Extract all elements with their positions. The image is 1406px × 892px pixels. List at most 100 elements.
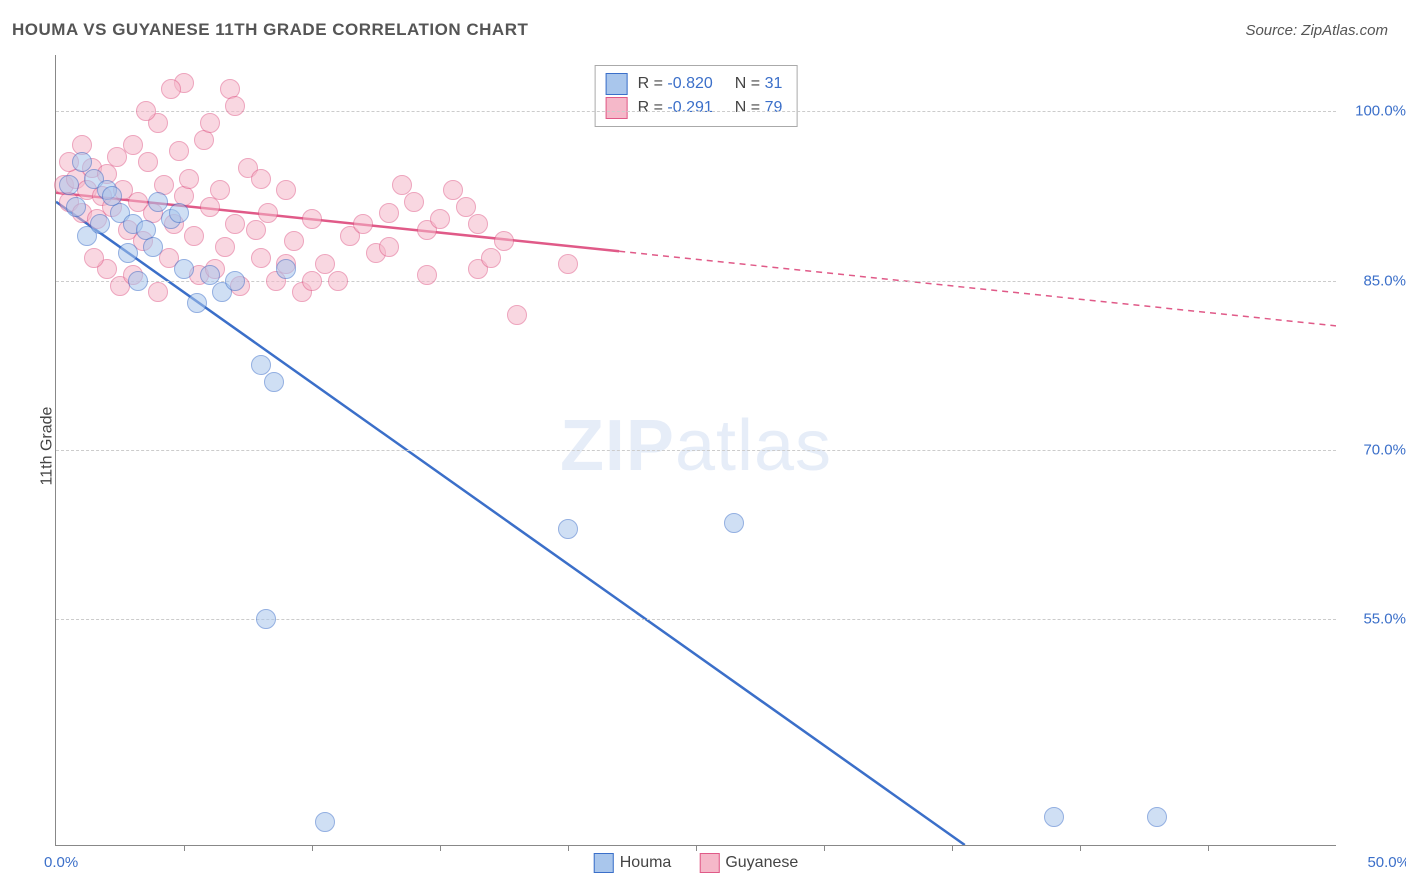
scatter-point-series2 [430,209,450,229]
n-value-1: 31 [765,75,783,92]
scatter-point-series1 [225,271,245,291]
legend-bottom-swatch-1 [594,853,614,873]
scatter-point-series2 [84,248,104,268]
scatter-point-series1 [102,186,122,206]
scatter-point-series2 [161,79,181,99]
scatter-point-series2 [558,254,578,274]
scatter-point-series1 [264,372,284,392]
scatter-point-series2 [276,180,296,200]
legend-bottom-label-2: Guyanese [725,854,798,871]
x-minor-tick [1208,845,1209,851]
legend-swatch-series2 [606,97,628,119]
x-tick-max: 50.0% [1367,854,1406,871]
scatter-point-series2 [194,130,214,150]
x-minor-tick [952,845,953,851]
scatter-point-series1 [1044,807,1064,827]
scatter-point-series2 [210,180,230,200]
watermark-rest: atlas [675,406,832,486]
watermark: ZIPatlas [560,405,832,487]
plot-area: ZIPatlas R = -0.820 N = 31 R = -0.291 N … [55,55,1336,846]
legend-row-1: R = -0.820 N = 31 [606,72,783,96]
legend-swatch-series1 [606,73,628,95]
scatter-point-series2 [258,203,278,223]
hgrid-line [56,450,1336,451]
scatter-point-series2 [379,237,399,257]
legend-bottom-item-2: Guyanese [699,853,798,873]
scatter-point-series2 [481,248,501,268]
scatter-point-series2 [392,175,412,195]
scatter-point-series1 [59,175,79,195]
x-minor-tick [184,845,185,851]
scatter-point-series1 [187,293,207,313]
legend-bottom-swatch-2 [699,853,719,873]
legend-row-2: R = -0.291 N = 79 [606,96,783,120]
r-label-2: R = [638,99,668,116]
scatter-point-series1 [256,609,276,629]
scatter-point-series2 [328,271,348,291]
y-axis-label: 11th Grade [38,407,56,486]
scatter-point-series2 [225,214,245,234]
n-value-2: 79 [765,99,783,116]
scatter-point-series2 [179,169,199,189]
chart-title: HOUMA VS GUYANESE 11TH GRADE CORRELATION… [12,20,528,40]
scatter-point-series2 [315,254,335,274]
r-value-2: -0.291 [667,99,712,116]
scatter-point-series1 [90,214,110,234]
r-label-1: R = [638,75,668,92]
scatter-point-series2 [123,135,143,155]
legend-top: R = -0.820 N = 31 R = -0.291 N = 79 [595,65,798,127]
scatter-point-series1 [118,243,138,263]
scatter-point-series1 [174,259,194,279]
scatter-point-series2 [443,180,463,200]
x-minor-tick [312,845,313,851]
scatter-point-series1 [724,513,744,533]
scatter-point-series1 [200,265,220,285]
scatter-point-series2 [169,141,189,161]
watermark-strong: ZIP [560,406,675,486]
x-minor-tick [1080,845,1081,851]
scatter-point-series2 [507,305,527,325]
scatter-point-series2 [136,101,156,121]
scatter-point-series1 [143,237,163,257]
scatter-point-series2 [225,96,245,116]
n-label-1: N = [735,75,765,92]
n-label-2: N = [735,99,765,116]
scatter-point-series2 [468,214,488,234]
scatter-point-series2 [302,271,322,291]
scatter-point-series2 [417,265,437,285]
scatter-point-series1 [148,192,168,212]
hgrid-line [56,619,1336,620]
scatter-point-series2 [302,209,322,229]
scatter-point-series2 [215,237,235,257]
scatter-point-series2 [456,197,476,217]
x-tick-min: 0.0% [44,854,78,871]
scatter-point-series2 [404,192,424,212]
scatter-point-series1 [66,197,86,217]
scatter-point-series2 [200,113,220,133]
scatter-point-series2 [494,231,514,251]
x-minor-tick [440,845,441,851]
x-minor-tick [696,845,697,851]
scatter-point-series1 [251,355,271,375]
scatter-point-series2 [200,197,220,217]
hgrid-line [56,111,1336,112]
x-minor-tick [568,845,569,851]
legend-bottom-label-1: Houma [620,854,672,871]
y-tick-label: 85.0% [1346,272,1406,289]
scatter-point-series2 [184,226,204,246]
scatter-point-series2 [379,203,399,223]
y-tick-label: 100.0% [1346,103,1406,120]
x-minor-tick [824,845,825,851]
source-text: Source: ZipAtlas.com [1245,22,1388,39]
scatter-point-series1 [128,271,148,291]
scatter-point-series2 [251,248,271,268]
scatter-point-series2 [148,282,168,302]
trend-series2-dashed [619,251,1336,326]
scatter-point-series2 [251,169,271,189]
scatter-point-series1 [1147,807,1167,827]
scatter-point-series1 [276,259,296,279]
scatter-point-series2 [138,152,158,172]
scatter-point-series1 [558,519,578,539]
y-tick-label: 55.0% [1346,611,1406,628]
scatter-point-series1 [169,203,189,223]
